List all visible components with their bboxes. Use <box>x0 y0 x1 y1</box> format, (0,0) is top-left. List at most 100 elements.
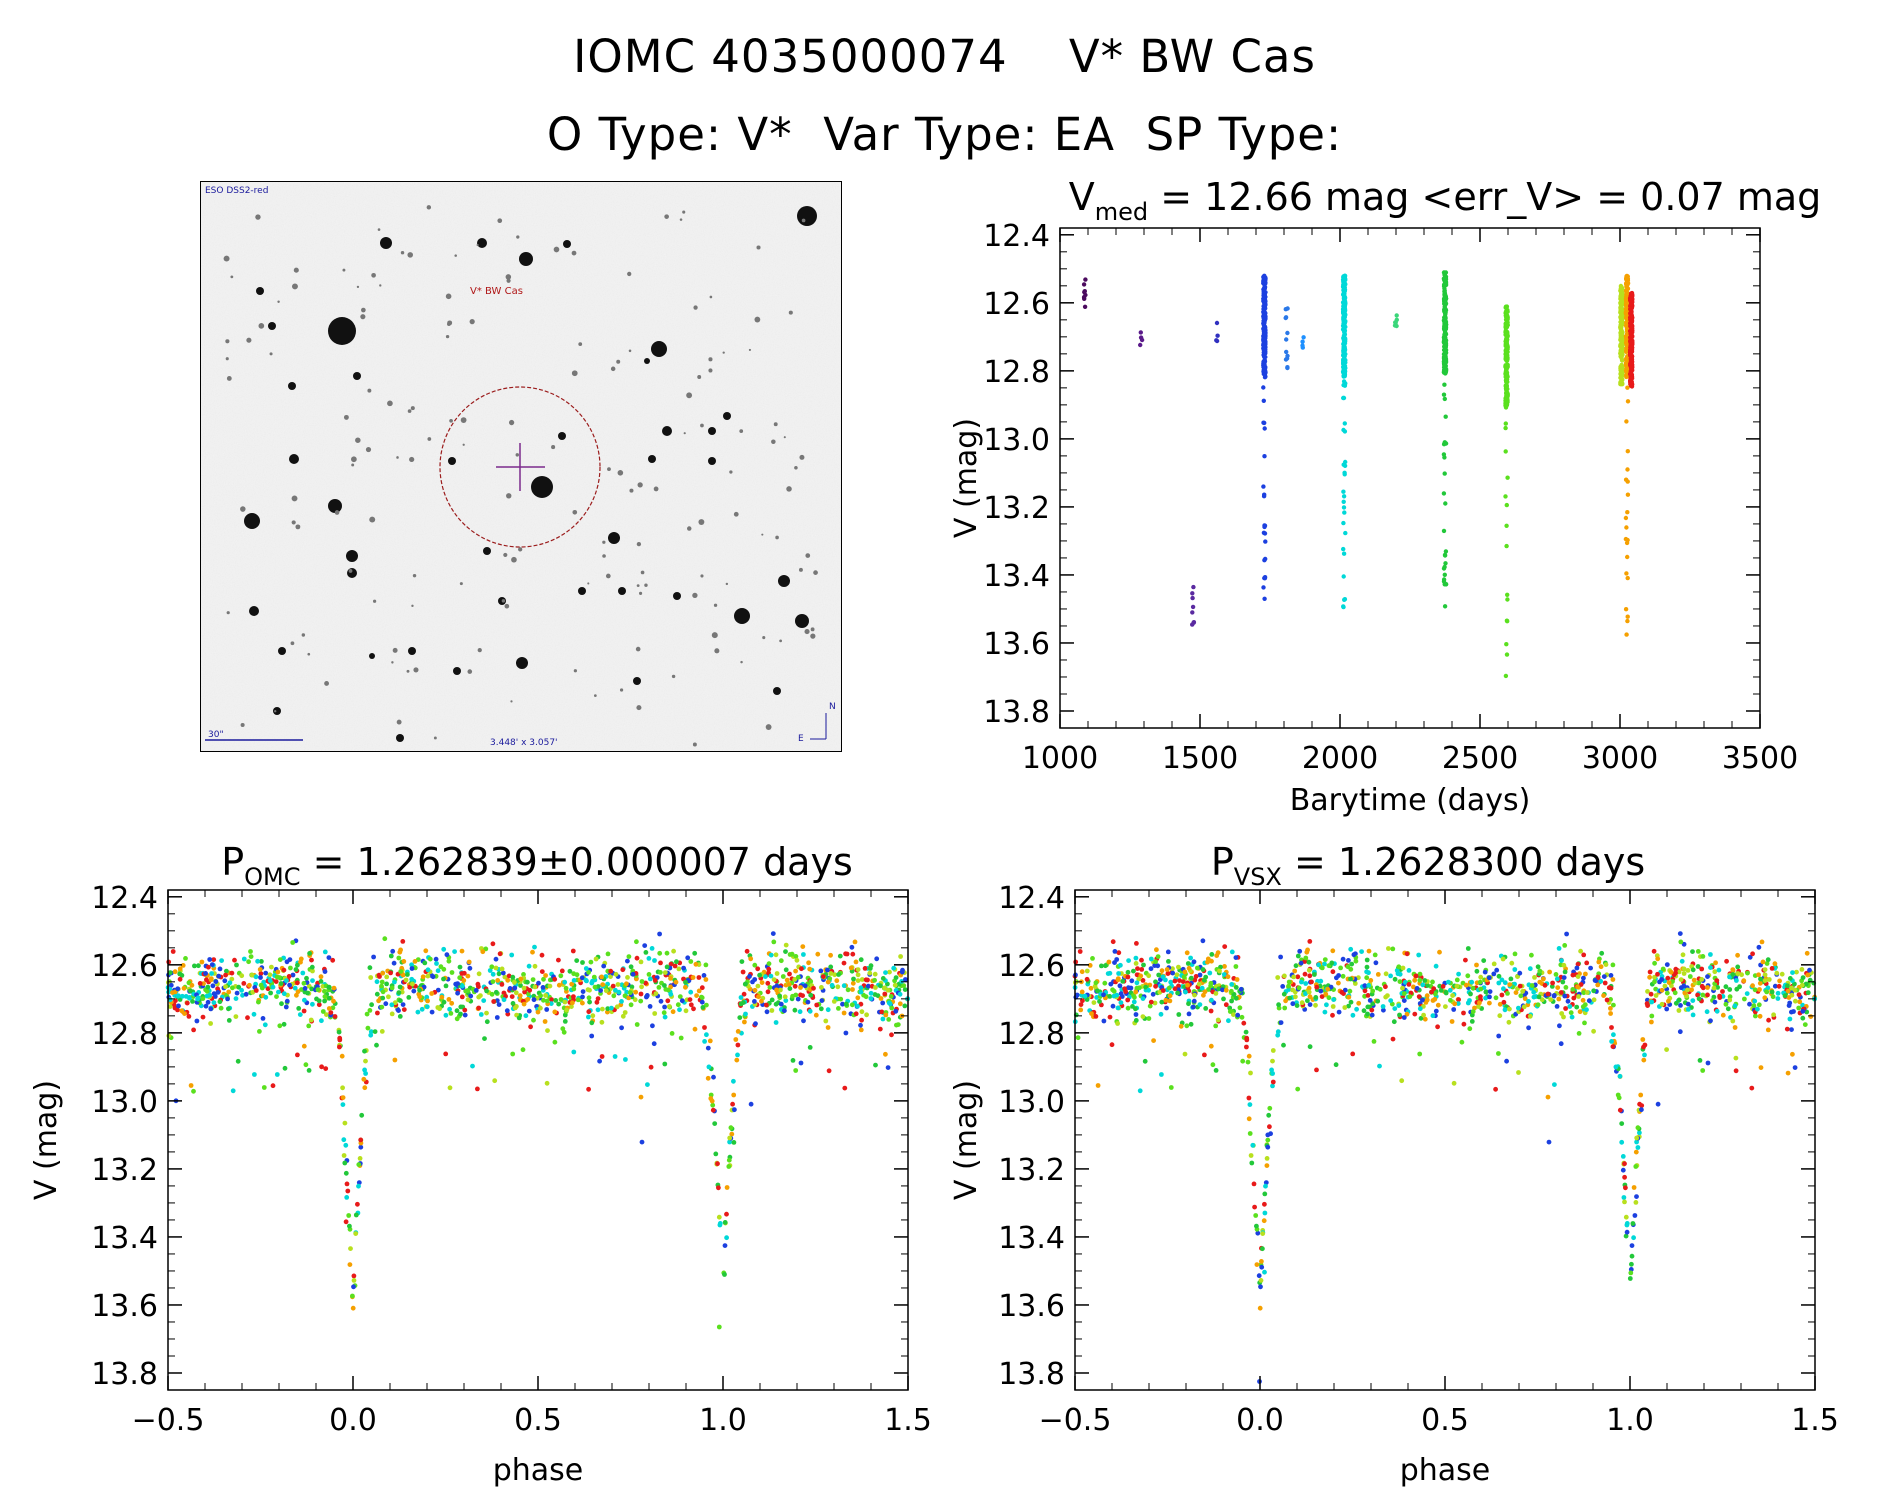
phase-point <box>388 970 393 976</box>
phase-point <box>552 976 558 982</box>
lightcurve-point <box>1262 362 1267 368</box>
phase-point <box>531 1017 536 1023</box>
phase-plot-omc: POMC = 1.262839±0.000007 days −0.5 0.0 0.5… <box>29 840 930 1488</box>
lightcurve-point <box>1505 597 1510 602</box>
phase-point <box>320 1009 326 1014</box>
phase-point <box>1206 987 1211 992</box>
phase-point <box>1765 985 1771 991</box>
phase-point <box>424 1004 430 1010</box>
lightcurve-point <box>1629 357 1635 362</box>
phase-point <box>532 963 538 969</box>
phase-point <box>1330 948 1336 954</box>
phase-point <box>397 949 403 955</box>
lightcurve-point <box>1263 315 1268 321</box>
phase-point <box>379 1029 385 1034</box>
phase-omc-title-sub: OMC <box>244 863 300 891</box>
phase-point <box>1425 983 1430 988</box>
phase-point <box>516 1015 522 1021</box>
phase-point <box>544 998 550 1004</box>
lightcurve-point <box>1442 297 1447 302</box>
phase-point <box>1634 1194 1639 1199</box>
phase-point <box>1735 971 1741 976</box>
phase-point <box>1750 983 1755 989</box>
phase-point <box>1633 1200 1639 1205</box>
phase-point <box>1695 949 1701 954</box>
finder-faint-star <box>223 255 230 262</box>
phase-point <box>664 964 670 970</box>
phase-point <box>1234 977 1240 982</box>
lightcurve-point <box>1505 374 1510 379</box>
phase-point <box>1638 1092 1644 1098</box>
phase-point <box>1478 974 1484 980</box>
lightcurve-point <box>1394 313 1399 318</box>
phase-point <box>563 985 569 991</box>
phase-point <box>278 981 284 986</box>
phase-point <box>297 1012 303 1017</box>
phase-point <box>805 999 811 1005</box>
phase-point <box>459 948 465 954</box>
phase-point <box>1652 960 1657 966</box>
phase-point <box>600 982 606 987</box>
phase-point <box>727 1139 732 1145</box>
phase-point <box>778 1001 784 1007</box>
phase-point <box>1418 1015 1424 1021</box>
phase-point <box>883 1012 889 1018</box>
phase-point <box>1340 973 1346 979</box>
phase-point <box>1330 1012 1335 1018</box>
phase-point <box>1291 974 1297 980</box>
phase-vsx-title-rest: = 1.2628300 days <box>1282 840 1645 884</box>
phase-point <box>1178 1023 1184 1029</box>
phase-point <box>828 971 834 976</box>
phase-point <box>443 983 449 989</box>
phase-point <box>507 986 513 991</box>
phase-point <box>1307 994 1313 1000</box>
finder-faint-star <box>610 366 616 372</box>
phase-point <box>1366 970 1371 976</box>
finder-faint-star <box>476 243 479 247</box>
lightcurve-point <box>1443 281 1449 286</box>
phase-point <box>562 999 568 1005</box>
phase-point <box>1126 958 1131 963</box>
phase-point <box>1097 999 1102 1004</box>
phase-point <box>1645 989 1650 994</box>
phase-point <box>1465 973 1471 979</box>
phase-point <box>1676 1008 1682 1013</box>
phase-point <box>1166 959 1171 964</box>
phase-point <box>1680 952 1686 958</box>
phase-point <box>1673 1000 1679 1006</box>
north-label: N <box>829 702 836 712</box>
finder-faint-star <box>627 271 632 277</box>
lightcurve-point <box>1442 604 1448 609</box>
phase-point <box>412 959 418 964</box>
phase-point <box>1635 1145 1641 1150</box>
phase-point <box>319 1018 324 1024</box>
phase-point <box>757 972 762 978</box>
phase-point <box>396 955 402 961</box>
phase-point <box>677 994 683 999</box>
phase-point <box>539 969 545 974</box>
finder-faint-star <box>692 592 698 599</box>
phase-point <box>459 994 465 1000</box>
phase-point <box>1791 1009 1796 1014</box>
lightcurve-point <box>1441 442 1447 447</box>
phase-point <box>230 1088 236 1094</box>
lightcurve-point <box>1623 288 1629 293</box>
phase-point <box>457 975 463 981</box>
phase-point <box>711 1074 716 1080</box>
x-tick-label: 1.5 <box>884 1403 930 1438</box>
phase-point <box>1176 1012 1182 1017</box>
phase-point <box>1712 999 1718 1005</box>
phase-point <box>1766 977 1772 982</box>
y-tick-label: 13.8 <box>91 1357 158 1392</box>
phase-point <box>1299 1000 1305 1006</box>
phase-point <box>462 1012 468 1018</box>
phase-point <box>1775 990 1781 996</box>
phase-point <box>170 990 175 995</box>
phase-point <box>1581 952 1587 958</box>
phase-point <box>591 974 597 980</box>
phase-point <box>505 977 511 983</box>
phase-point <box>1483 995 1488 1001</box>
phase-point <box>208 1021 214 1026</box>
phase-point <box>1091 1000 1097 1005</box>
phase-point <box>1406 968 1412 973</box>
